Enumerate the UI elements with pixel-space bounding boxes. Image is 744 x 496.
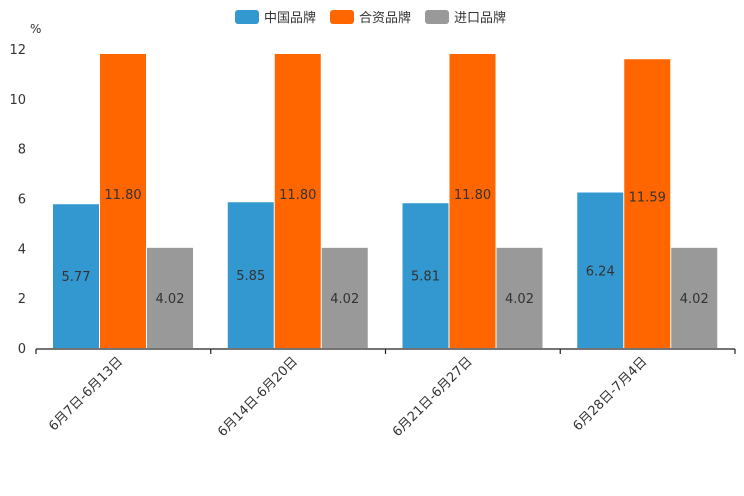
y-tick-label: 6 xyxy=(18,193,26,208)
bar xyxy=(274,53,321,348)
y-tick-label: 8 xyxy=(18,143,26,158)
legend: 中国品牌 合资品牌 进口品牌 xyxy=(235,7,506,26)
bar xyxy=(402,203,449,348)
y-tick-label: 2 xyxy=(18,292,26,307)
data-label: 4.02 xyxy=(680,292,709,307)
x-tick-label: 6月21日-6月27日 xyxy=(390,354,476,440)
bar xyxy=(100,53,146,348)
legend-swatch-joint-venture-brand xyxy=(330,9,355,24)
data-label: 5.81 xyxy=(411,270,440,285)
data-label: 4.02 xyxy=(156,292,185,307)
y-tick-label: 0 xyxy=(18,342,26,357)
bar xyxy=(449,53,496,348)
bar xyxy=(624,59,671,349)
data-label: 11.80 xyxy=(454,188,491,203)
data-label: 4.02 xyxy=(505,292,534,307)
data-label: 11.80 xyxy=(104,188,141,203)
legend-item-china-brand[interactable]: 中国品牌 xyxy=(235,7,316,26)
data-label: 5.85 xyxy=(236,269,265,284)
bar xyxy=(321,247,368,348)
bar xyxy=(671,247,718,348)
data-label: 5.77 xyxy=(62,270,91,285)
bar xyxy=(496,247,543,348)
y-axis-unit-label: % xyxy=(30,22,42,36)
data-label: 6.24 xyxy=(586,264,615,279)
data-label: 11.80 xyxy=(279,188,316,203)
bar xyxy=(577,192,624,348)
data-label: 11.59 xyxy=(629,191,666,206)
y-tick-label: 12 xyxy=(9,43,26,58)
legend-swatch-import-brand xyxy=(425,9,450,24)
bar xyxy=(227,202,274,348)
legend-label-china-brand: 中国品牌 xyxy=(264,11,317,26)
y-tick-label: 10 xyxy=(9,93,26,108)
bar xyxy=(147,247,193,348)
bar xyxy=(53,204,99,348)
legend-label-import-brand: 进口品牌 xyxy=(454,11,507,26)
x-tick-label: 6月28日-7月4日 xyxy=(571,354,651,434)
y-tick-label: 4 xyxy=(18,242,26,257)
x-tick-label: 6月14日-6月20日 xyxy=(215,354,301,440)
legend-item-import-brand[interactable]: 进口品牌 xyxy=(425,7,506,26)
x-tick-label: 6月7日-6月13日 xyxy=(46,354,126,434)
data-label: 4.02 xyxy=(330,292,359,307)
legend-swatch-china-brand xyxy=(235,9,259,24)
legend-label-joint-venture-brand: 合资品牌 xyxy=(359,11,412,26)
legend-item-joint-venture-brand[interactable]: 合资品牌 xyxy=(330,7,411,26)
